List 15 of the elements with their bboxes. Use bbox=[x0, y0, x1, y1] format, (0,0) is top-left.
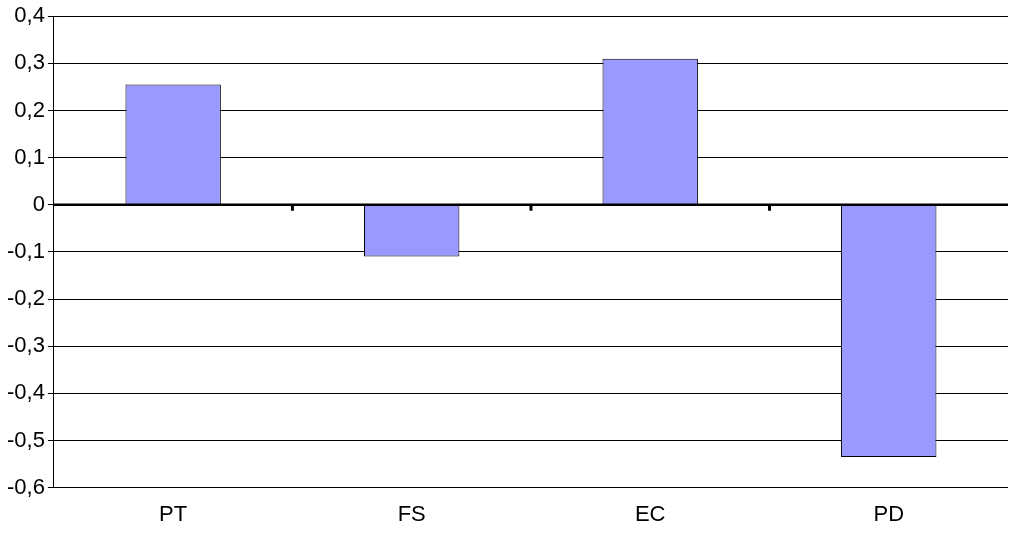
y-tick-label: -0,2 bbox=[6, 285, 45, 311]
y-tick-label: -0,1 bbox=[6, 237, 45, 263]
y-tick-label: 0,3 bbox=[14, 49, 45, 75]
x-tick-label: PD bbox=[873, 500, 905, 526]
y-tick-label: -0,5 bbox=[6, 426, 45, 452]
y-tick-label: -0,6 bbox=[6, 473, 45, 499]
x-tick-label: PT bbox=[159, 500, 188, 526]
y-tick-label: 0,4 bbox=[14, 2, 45, 28]
y-tick-label: -0,3 bbox=[6, 332, 45, 358]
x-tick-label: EC bbox=[634, 500, 666, 526]
y-tick-label: 0,1 bbox=[14, 143, 45, 169]
y-tick-label: -0,4 bbox=[6, 379, 45, 405]
y-tick-label: 0 bbox=[32, 190, 45, 216]
y-tick-label: 0,2 bbox=[14, 96, 45, 122]
x-tick-label: FS bbox=[397, 500, 426, 526]
